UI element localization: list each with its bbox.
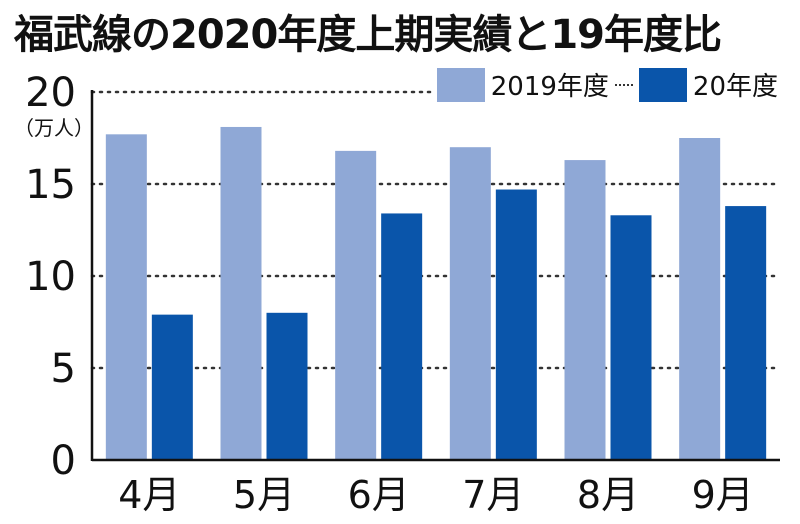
x-tick-label-4: 7月 bbox=[462, 473, 524, 517]
y-tick-label-20: 20 bbox=[25, 70, 76, 116]
bar-2020-6 bbox=[725, 206, 767, 460]
legend-item-2020: 20年度 bbox=[638, 66, 778, 103]
x-tick-label-6: 9月 bbox=[692, 473, 754, 517]
y-tick-label-15: 15 bbox=[25, 162, 76, 208]
bar-2019-3 bbox=[335, 150, 377, 460]
bar-2020-1 bbox=[151, 314, 193, 460]
x-tick-label-5: 8月 bbox=[577, 473, 639, 517]
bar-2019-1 bbox=[105, 134, 147, 460]
legend-dotted-separator bbox=[614, 83, 633, 86]
bar-2019-2 bbox=[220, 126, 262, 461]
bar-2019-5 bbox=[564, 160, 606, 460]
x-tick-label-3: 6月 bbox=[348, 473, 410, 517]
bar-2020-3 bbox=[381, 213, 423, 460]
y-unit-label: （万人） bbox=[14, 116, 94, 140]
legend-label-2019: 2019年度 bbox=[490, 72, 609, 102]
legend-swatch-2019 bbox=[436, 67, 485, 102]
legend-swatch-2020 bbox=[638, 67, 687, 102]
bar-2020-5 bbox=[610, 215, 652, 460]
bar-2019-6 bbox=[679, 138, 721, 460]
y-tick-label-10: 10 bbox=[25, 254, 76, 300]
x-tick-label-1: 4月 bbox=[118, 473, 180, 517]
legend-item-2019: 2019年度 bbox=[436, 66, 609, 103]
bar-2020-4 bbox=[495, 189, 537, 460]
legend: 2019年度 20年度 bbox=[432, 64, 782, 105]
bar-2019-4 bbox=[449, 147, 491, 460]
bar-2020-2 bbox=[266, 312, 308, 460]
x-tick-label-2: 5月 bbox=[233, 473, 295, 517]
y-tick-label-5: 5 bbox=[51, 346, 76, 392]
legend-label-2020: 20年度 bbox=[692, 72, 778, 102]
y-tick-label-0: 0 bbox=[51, 438, 76, 484]
chart-title: 福武線の2020年度上期実績と19年度比 bbox=[14, 12, 722, 58]
